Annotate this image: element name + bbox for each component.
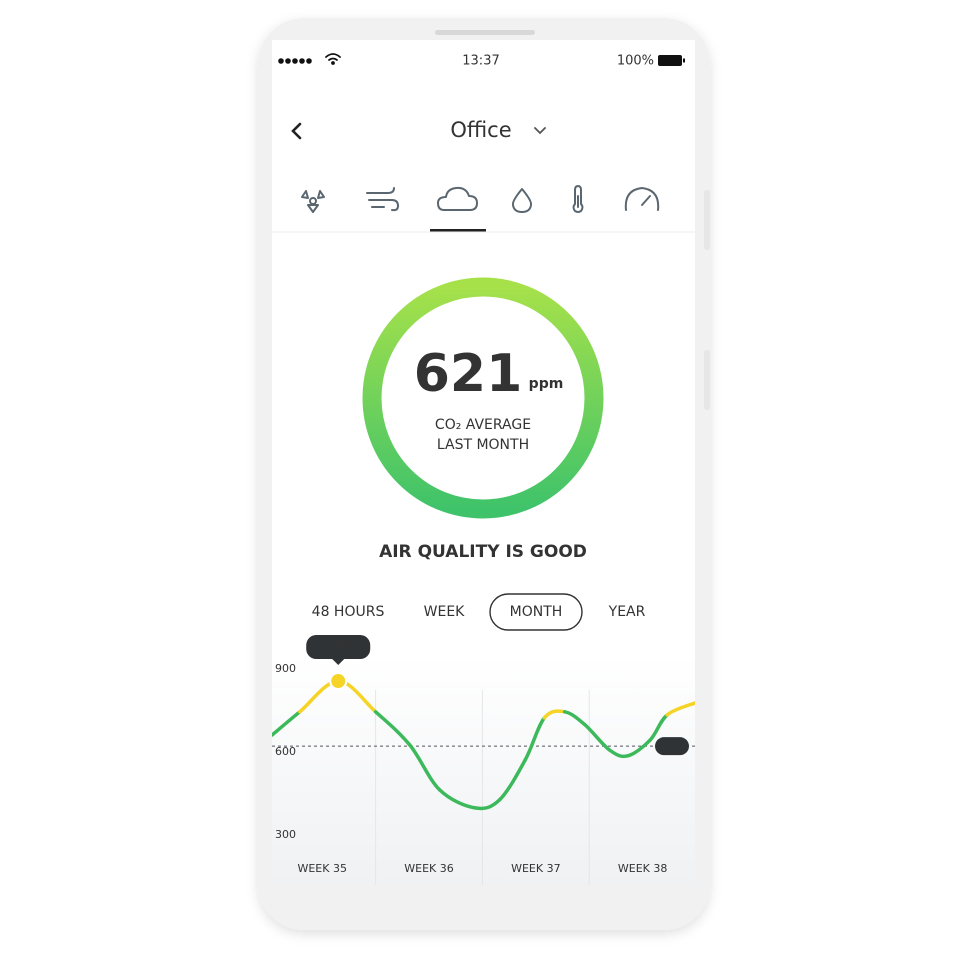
screen-bottom [272, 885, 695, 890]
gauge-caption: CO₂ AVERAGE [435, 417, 531, 433]
average-label: 621 [662, 740, 683, 753]
chart-panel [272, 655, 695, 885]
x-tick-label: WEEK 36 [404, 862, 453, 875]
radon-tab[interactable] [301, 190, 325, 213]
peak-label: 856 [326, 641, 351, 656]
period-tabs: 48 HOURS WEEK MONTH YEAR [312, 593, 646, 631]
x-tick-label: WEEK 35 [297, 862, 346, 875]
signal [278, 58, 312, 64]
side-button [704, 190, 710, 250]
wifi [325, 53, 341, 65]
curve-segment [583, 723, 612, 752]
battery-percent: 100% [617, 54, 654, 69]
gauge-value: 621 [414, 344, 523, 404]
location-dropdown[interactable] [534, 127, 546, 135]
curve-segment [437, 788, 477, 810]
curve-segment [648, 713, 669, 742]
x-tick-label: WEEK 38 [618, 862, 667, 875]
gauge-unit: ppm [529, 376, 564, 392]
co2-tab[interactable] [437, 186, 478, 211]
battery-icon [658, 55, 685, 66]
chart: WEEK 35 WEEK 36 WEEK 37 WEEK 38 300 600 900 621… [272, 635, 695, 885]
curve-segment [625, 738, 652, 758]
curve-segment [473, 798, 502, 811]
curve-segment [523, 716, 547, 762]
curve-segment [562, 710, 587, 727]
airflow-tab[interactable] [366, 187, 399, 212]
average-label-bg [655, 737, 689, 756]
period-tab[interactable]: YEAR [608, 604, 646, 620]
side-button [704, 350, 710, 410]
period-tab[interactable]: WEEK [424, 604, 466, 620]
clock: 13:37 [462, 54, 499, 69]
gauge-ring [362, 277, 604, 519]
curve-segment [272, 710, 302, 737]
curve-segment [497, 758, 527, 802]
temperature-tab[interactable] [572, 185, 584, 213]
back-button[interactable] [291, 122, 302, 140]
y-tick-label: 300 [275, 828, 296, 841]
pressure-tab[interactable] [624, 187, 660, 211]
peak-label-bg [306, 635, 371, 666]
curve-segment [665, 701, 695, 717]
period-tab[interactable]: MONTH [510, 604, 563, 620]
location-title[interactable]: Office [450, 118, 511, 142]
active-tab-indicator [430, 229, 486, 232]
y-tick-label: 600 [275, 745, 296, 758]
x-tick-label: WEEK 37 [511, 862, 560, 875]
peak-marker [329, 672, 348, 691]
curve-segment [373, 710, 412, 747]
speaker [435, 30, 535, 35]
period-tab[interactable]: 48 HOURS [312, 604, 385, 620]
curve-segment [408, 743, 442, 792]
selected-period [489, 593, 583, 631]
gauge-caption: LAST MONTH [437, 437, 529, 453]
y-tick-label: 900 [275, 662, 296, 675]
quality-status: AIR QUALITY IS GOOD [379, 542, 587, 562]
humidity-tab[interactable] [511, 188, 533, 213]
